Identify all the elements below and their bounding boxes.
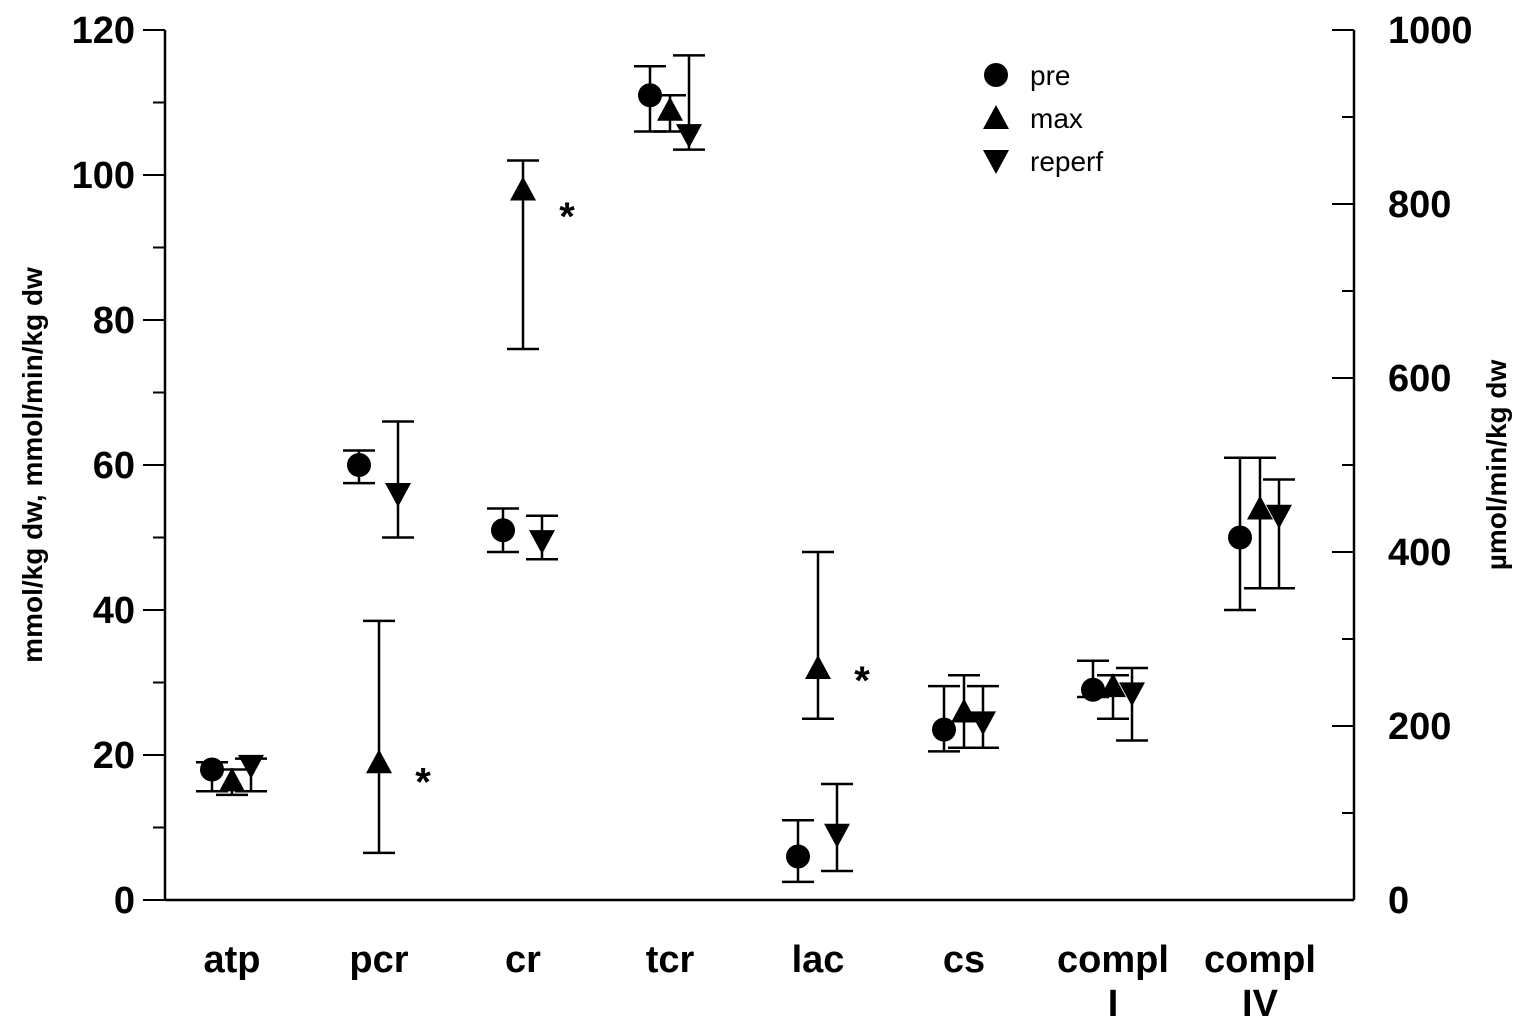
- legend-label-reperf: reperf: [1030, 146, 1103, 177]
- x-category-label: IV: [1242, 983, 1279, 1024]
- x-category-label: cs: [943, 939, 985, 981]
- point-reperf: [824, 823, 850, 848]
- point-max: [219, 767, 245, 792]
- y-axis-label: mmol/kg dw, mmol/min/kg dw: [17, 267, 48, 663]
- x-category-label: compl: [1057, 939, 1169, 981]
- y-tick-label: 100: [72, 155, 135, 197]
- point-reperf: [1119, 682, 1145, 707]
- y-tick-label: 40: [93, 590, 135, 632]
- y-tick-label: 60: [93, 445, 135, 487]
- y2-tick-label: 200: [1388, 706, 1451, 748]
- annotations: * * *: [415, 195, 870, 805]
- point-pre: [347, 453, 371, 477]
- point-pre: [1081, 677, 1105, 702]
- point-pre: [491, 518, 515, 543]
- point-pre: [1228, 525, 1252, 550]
- point-reperf: [970, 711, 996, 736]
- point-max: [366, 749, 392, 774]
- point-reperf: [385, 483, 411, 507]
- legend-label-pre: pre: [1030, 60, 1070, 91]
- x-category-label: pcr: [349, 939, 408, 981]
- point-max: [657, 96, 683, 121]
- y2-tick-label: 800: [1388, 184, 1451, 226]
- y-tick-label: 80: [93, 300, 135, 342]
- point-max: [510, 176, 536, 201]
- point-reperf: [238, 754, 264, 779]
- y2-tick-label: 1000: [1388, 10, 1473, 52]
- significance-asterisk: *: [559, 195, 575, 239]
- ticks: 0 20 40 60 80 100 120 0 200 400 600 800 1000 atp pcr cr…: [72, 10, 1473, 1024]
- point-pre: [200, 757, 224, 782]
- legend: pre max reperf: [983, 60, 1103, 177]
- x-category-label: I: [1108, 983, 1119, 1024]
- x-category-label: atp: [204, 939, 261, 981]
- point-max: [805, 655, 831, 679]
- legend-marker-reperf: [983, 150, 1009, 174]
- x-category-label: tcr: [646, 939, 695, 981]
- point-reperf: [676, 124, 702, 149]
- y2-tick-label: 600: [1388, 358, 1451, 400]
- axes: [163, 30, 1356, 902]
- y2-tick-label: 400: [1388, 532, 1451, 574]
- y-tick-label: 120: [72, 10, 135, 52]
- point-max: [1247, 495, 1273, 520]
- point-pre: [638, 83, 662, 108]
- x-category-label: lac: [792, 939, 845, 981]
- significance-asterisk: *: [415, 761, 431, 805]
- significance-asterisk: *: [854, 659, 870, 703]
- legend-marker-pre: [984, 63, 1008, 87]
- y2-tick-label: 0: [1388, 880, 1409, 922]
- markers: [200, 83, 1292, 869]
- y-tick-label: 0: [114, 880, 135, 922]
- legend-label-max: max: [1030, 103, 1083, 134]
- point-reperf: [529, 530, 555, 555]
- x-category-label: cr: [505, 939, 541, 981]
- point-pre: [786, 844, 810, 869]
- point-pre: [932, 717, 956, 742]
- point-reperf: [1266, 504, 1292, 529]
- x-category-label: compl: [1204, 939, 1316, 981]
- point-max: [1100, 673, 1126, 698]
- y2-axis-label: µmol/min/kg dw: [1481, 359, 1512, 570]
- point-max: [951, 698, 977, 723]
- y-tick-label: 20: [93, 735, 135, 777]
- legend-marker-max: [983, 105, 1009, 129]
